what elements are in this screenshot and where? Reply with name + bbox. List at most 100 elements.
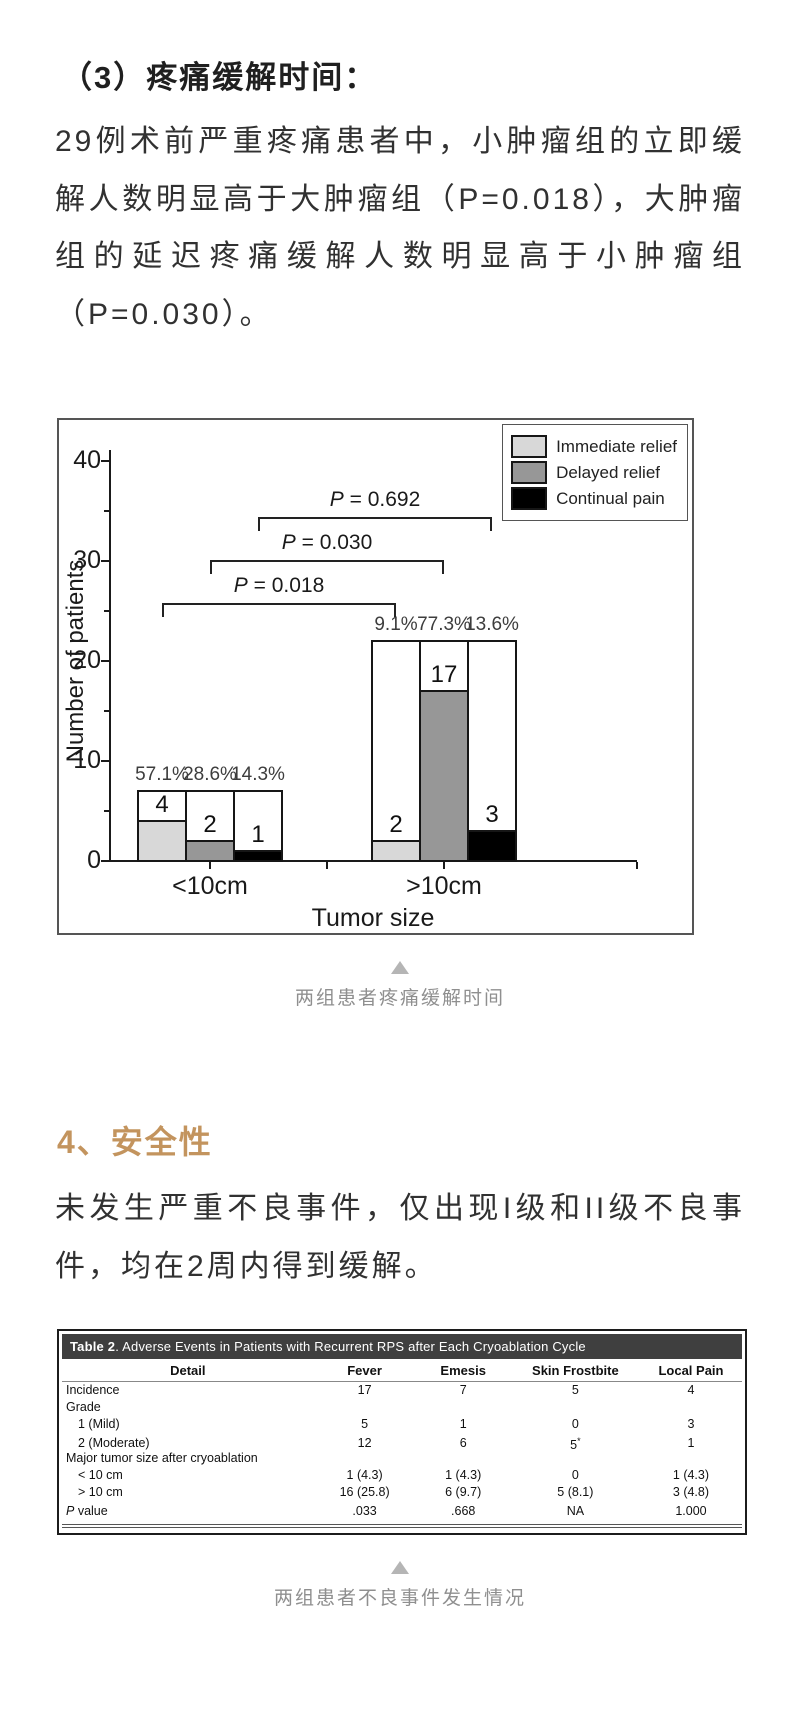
- pvalue-bracket-end: [394, 603, 396, 617]
- table2-cell: 1: [687, 1436, 695, 1451]
- table2-row-label: Grade: [66, 1400, 101, 1414]
- table2-cell: 5: [571, 1383, 579, 1397]
- y-tick-label: 30: [73, 546, 101, 574]
- bar-value-label: 3: [485, 801, 499, 828]
- table2-cell: 12: [357, 1436, 372, 1451]
- x-category-label: >10cm: [406, 872, 482, 900]
- bar-fill: [233, 850, 283, 862]
- table2-row: Incidence 17 7 5 4: [62, 1382, 742, 1399]
- table2-row: < 10 cm 1 (4.3) 1 (4.3) 0 1 (4.3): [62, 1467, 742, 1484]
- table2-cell: .033: [352, 1504, 377, 1518]
- table2-cell: 1 (4.3): [346, 1468, 383, 1482]
- legend-swatch-1: [511, 435, 548, 458]
- bar-percent-label: 77.3%: [417, 614, 471, 635]
- pvalue-bracket-end: [258, 517, 260, 531]
- y-minor-tick: [104, 810, 109, 812]
- legend-swatch-2: [511, 461, 548, 484]
- caption-triangle-icon: [391, 961, 409, 974]
- bar-value-label: 2: [203, 811, 217, 838]
- table2-row-label: Incidence: [66, 1383, 120, 1397]
- y-major-tick: [101, 560, 109, 562]
- table2-row: Major tumor size after cryoablation: [62, 1450, 742, 1467]
- x-tick: [636, 862, 638, 869]
- figure-adverse-events-table[interactable]: Table 2. Adverse Events in Patients with…: [55, 1329, 747, 1535]
- table2-cell: .668: [451, 1504, 476, 1518]
- table2-cell: 5: [361, 1417, 369, 1431]
- legend-label-3: Continual pain: [556, 488, 665, 508]
- bar-value-label: 2: [389, 811, 403, 838]
- table2-col-header: Fever: [347, 1363, 382, 1378]
- table2-col-header: Detail: [170, 1363, 206, 1378]
- section-heading-pain-relief-time: （3）疼痛缓解时间：: [61, 60, 378, 95]
- table2-row: P value .033 .668 NA 1.000: [62, 1501, 742, 1528]
- legend-item: Immediate relief: [511, 435, 677, 458]
- bar-percent-label: 13.6%: [465, 614, 519, 635]
- bar-percent-label: 9.1%: [374, 614, 418, 635]
- table2-cell: 1.000: [675, 1504, 707, 1518]
- table2-cell: 5*: [570, 1436, 581, 1453]
- y-major-tick: [101, 860, 109, 862]
- bar-percent-label: 14.3%: [231, 764, 285, 785]
- figure1-caption-block: 两组患者疼痛缓解时间: [55, 961, 745, 1012]
- pvalue-label: P = 0.030: [281, 531, 373, 554]
- pvalue-label: P = 0.018: [233, 574, 325, 597]
- table2-row: > 10 cm 16 (25.8) 6 (9.7) 5 (8.1) 3 (4.8): [62, 1484, 742, 1501]
- y-minor-tick: [104, 510, 109, 512]
- figure-pain-relief-chart[interactable]: Immediate relief Delayed relief Continual …: [55, 418, 745, 935]
- table2-cell: 3 (4.8): [672, 1485, 710, 1499]
- table2-row-label: < 10 cm: [78, 1468, 123, 1482]
- table2-cell: 4: [687, 1383, 695, 1397]
- caption-triangle-icon: [391, 1561, 409, 1574]
- legend-item: Delayed relief: [511, 461, 677, 484]
- paragraph-pain-relief: 29例术前严重疼痛患者中，小肿瘤组的立即缓解人数明显高于大肿瘤组（P=0.018…: [55, 125, 745, 331]
- y-tick-label: 10: [73, 746, 101, 774]
- table2-title-text: . Adverse Events in Patients with Recurr…: [115, 1339, 586, 1354]
- table2-cell: 7: [459, 1383, 467, 1397]
- table2-row-label: Major tumor size after cryoablation: [66, 1451, 258, 1465]
- pvalue-bracket-line: [210, 560, 444, 562]
- table2-cell: NA: [566, 1504, 585, 1518]
- section-heading-safety: 4、安全性: [57, 1124, 213, 1160]
- table2-cell: 16 (25.8): [339, 1485, 390, 1499]
- bar-percent-label: 57.1%: [135, 764, 189, 785]
- x-tick: [209, 862, 211, 869]
- pvalue-bracket-line: [162, 603, 396, 605]
- table2-row-label: 1 (Mild): [78, 1417, 120, 1431]
- table2-cell: 0: [571, 1417, 579, 1431]
- y-major-tick: [101, 660, 109, 662]
- bar-percent-label: 28.6%: [183, 764, 237, 785]
- y-minor-tick: [104, 610, 109, 612]
- table2-cell: 1 (4.3): [445, 1468, 482, 1482]
- table2-cell: 5 (8.1): [557, 1485, 594, 1499]
- y-tick-label: 40: [73, 446, 101, 474]
- table2-cell: 0: [571, 1468, 579, 1482]
- legend-swatch-3: [511, 487, 548, 510]
- legend-label-2: Delayed relief: [556, 462, 661, 482]
- chart-legend: Immediate relief Delayed relief Continual …: [502, 424, 688, 521]
- table2-cell: 6 (9.7): [445, 1485, 482, 1499]
- table2-body: Incidence 17 7 5 4 Grade 1 (Mild) 5 1 0 3 2 (Modera…: [62, 1382, 742, 1528]
- pvalue-bracket-line: [258, 517, 492, 519]
- y-major-tick: [101, 460, 109, 462]
- table2-col-header: Local Pain: [658, 1363, 724, 1378]
- x-tick: [326, 862, 328, 869]
- y-axis: [109, 450, 111, 862]
- table2-col-header: Emesis: [440, 1363, 486, 1378]
- legend-item: Continual pain: [511, 487, 677, 510]
- paragraph-safety: 未发生严重不良事件，仅出现I级和II级不良事件，均在2周内得到缓解。: [55, 1192, 745, 1283]
- y-axis-title: Number of patients: [62, 559, 89, 763]
- x-axis-title: Tumor size: [311, 904, 435, 932]
- table2-row-label: P value: [66, 1504, 108, 1518]
- figure1-caption: 两组患者疼痛缓解时间: [294, 988, 505, 1009]
- table2-row: Grade: [62, 1399, 742, 1416]
- bar-value-label: 17: [430, 661, 458, 688]
- table2-row-label: 2 (Moderate): [78, 1436, 150, 1451]
- table2-row-label: > 10 cm: [78, 1485, 123, 1499]
- bar-fill: [419, 690, 469, 862]
- y-major-tick: [101, 760, 109, 762]
- legend-label-1: Immediate relief: [556, 436, 677, 456]
- bar-fill: [137, 820, 187, 862]
- figure2-caption: 两组患者不良事件发生情况: [273, 1588, 526, 1609]
- x-tick: [443, 862, 445, 869]
- pvalue-label: P = 0.692: [329, 488, 421, 511]
